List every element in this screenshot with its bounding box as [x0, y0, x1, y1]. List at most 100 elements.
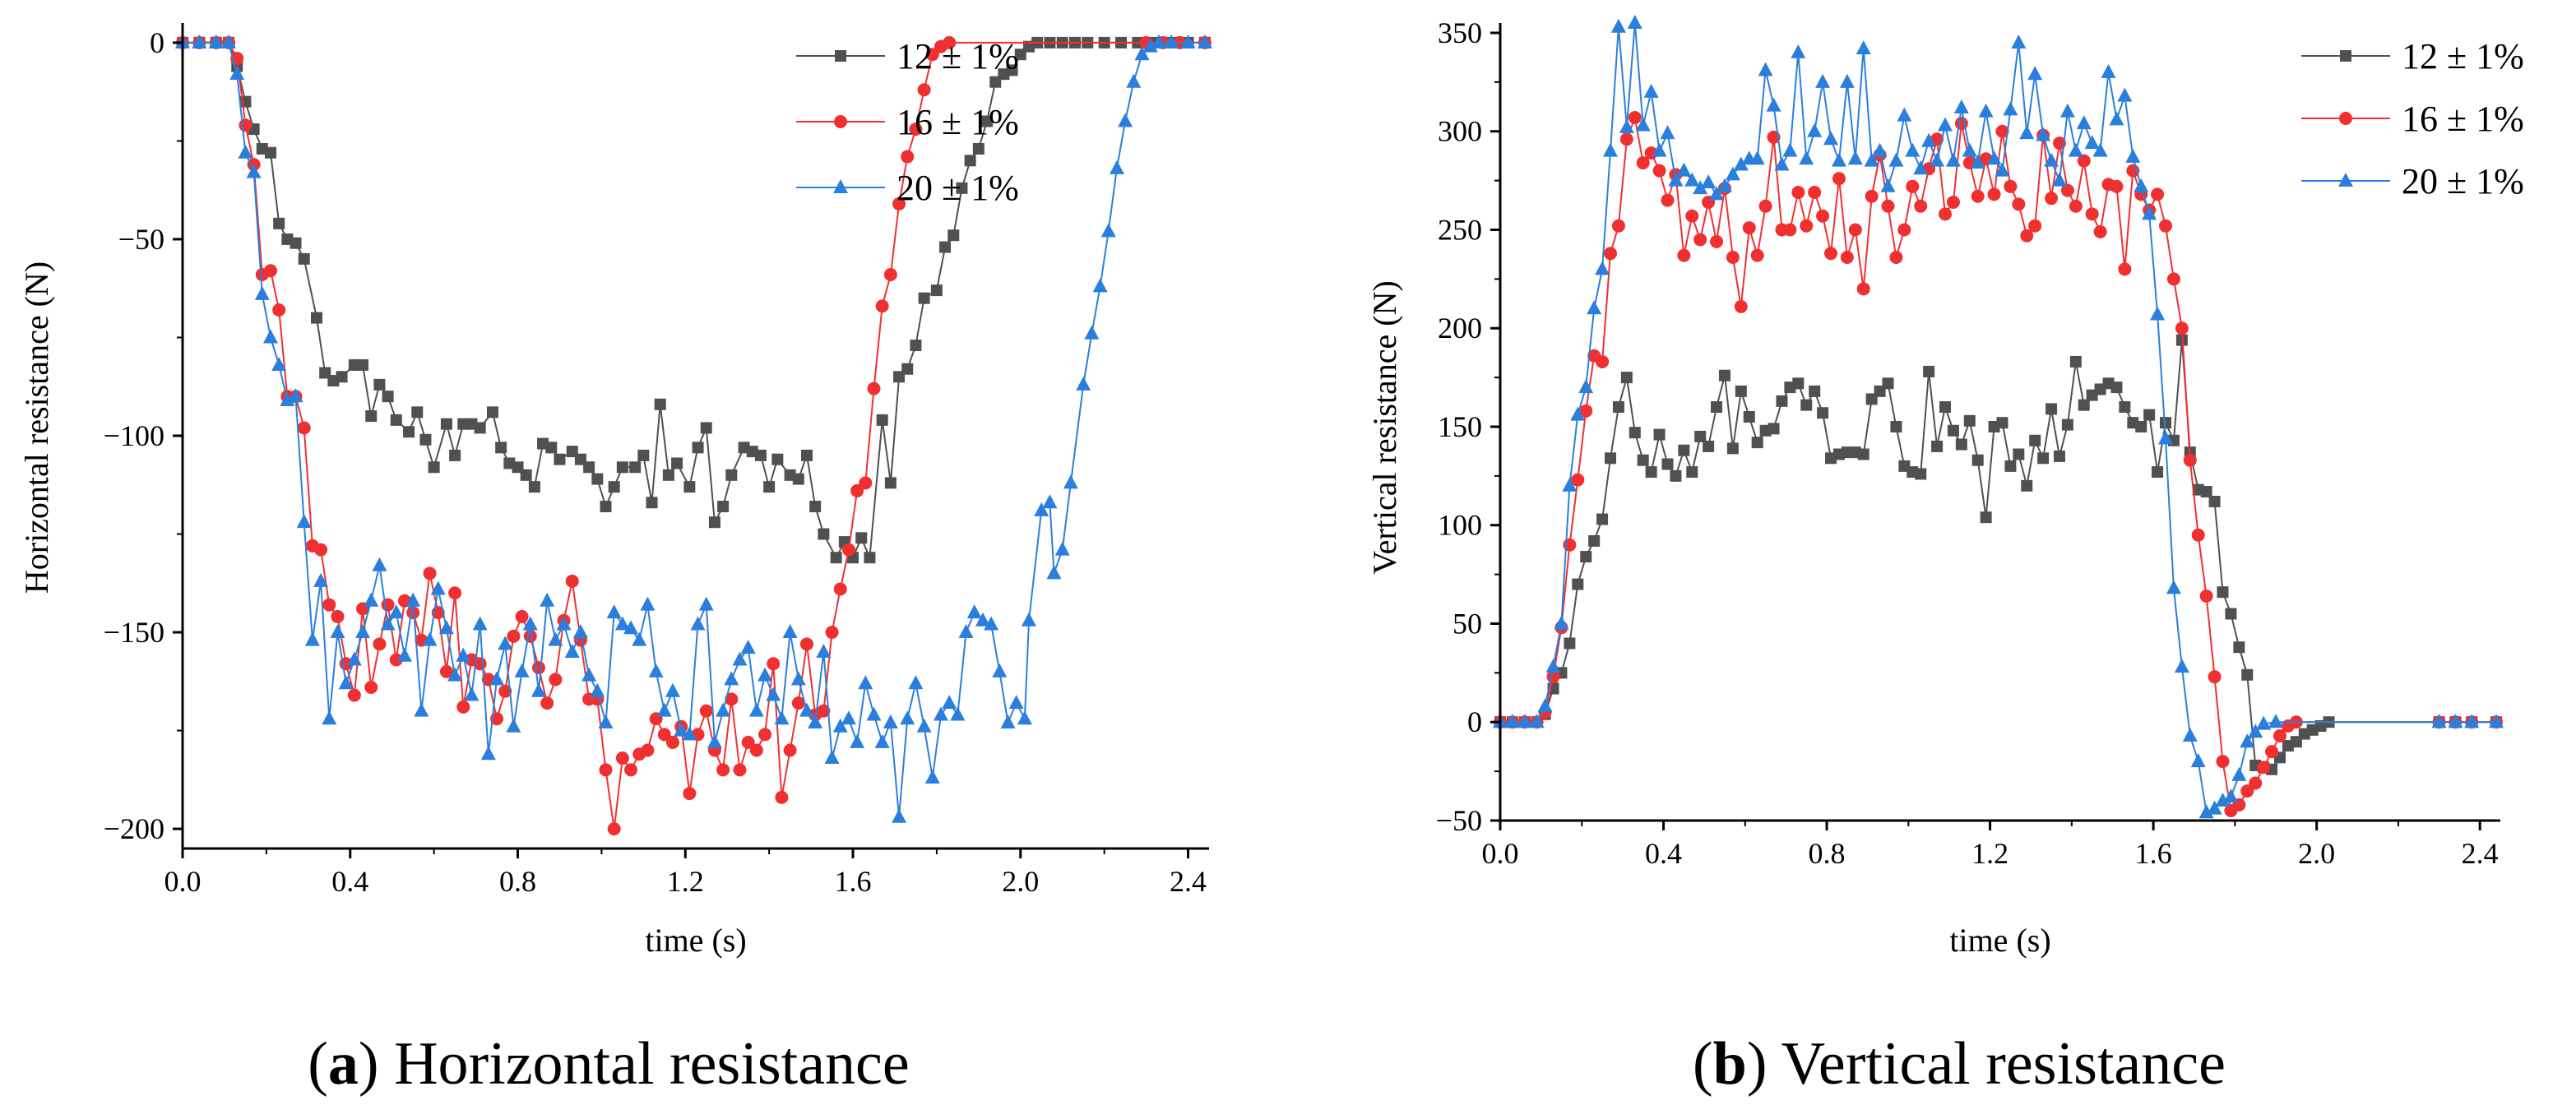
- panel-a-series-3-point: [1017, 710, 1032, 725]
- panel-b-series-3-point: [1986, 150, 2002, 165]
- panel-a-series-1-point: [382, 391, 394, 403]
- panel-b-series-2-point: [1693, 233, 1707, 247]
- panel-b-ticks: 0.0 0.4 0.8 1.2 1.6 2.0 2.4 −50 0 50 100 150 200 250 3…: [1436, 16, 2499, 870]
- panel-a-series-3-point: [346, 651, 362, 666]
- panel-a-series-2-point: [565, 574, 579, 588]
- panel-a-series-3-point: [1008, 695, 1024, 710]
- panel-a-series-1-point: [725, 469, 738, 481]
- panel-b-series-2-point: [2166, 272, 2180, 286]
- panel-a-series-2-point: [791, 696, 805, 710]
- panel-b-series-3-point: [1962, 142, 1977, 157]
- panel-a-series-2-point: [665, 735, 679, 749]
- panel-b-x-tick-label: 2.4: [2462, 837, 2499, 870]
- panel-b-series-3-point: [1725, 166, 1740, 181]
- panel-a-series-3-point: [364, 592, 379, 607]
- panel-b-y-tick-label: 150: [1438, 410, 1482, 443]
- panel-a-series-2-point: [850, 483, 864, 497]
- panel-a-series-1-point: [486, 406, 498, 418]
- panel-b-series-1-point: [1703, 440, 1715, 452]
- panel-b-series-2-point: [1889, 251, 1903, 265]
- panel-b-caption-letter: b: [1713, 1030, 1747, 1098]
- panel-b-series-2-point: [1710, 234, 1724, 248]
- panel-a-series-3-point: [322, 710, 337, 725]
- panel-b-series-3-point: [1504, 714, 1520, 728]
- panel-b-series-2-point: [2216, 755, 2230, 769]
- panel-b-series-3-point: [1799, 150, 1814, 165]
- panel-a-series-1-point: [972, 142, 985, 155]
- panel-a-series-1-point: [671, 457, 683, 469]
- panel-b-series-1-point: [1620, 372, 1633, 384]
- panel-a-series-3-point: [556, 616, 572, 631]
- panel-a-series-3-point: [208, 34, 224, 49]
- panel-a-series-2-point: [364, 680, 378, 694]
- panel-b-series-3-point: [1578, 379, 1594, 394]
- panel-a-series-1-point: [939, 241, 952, 253]
- panel-b-x-tick-label: 0.4: [1645, 837, 1682, 870]
- panel-a-series-3-point: [900, 710, 915, 725]
- panel-b-series-3-point: [1758, 62, 1773, 76]
- panel-b-series-2-point: [2118, 262, 2132, 276]
- panel-b-series-1-point: [1800, 399, 1813, 411]
- panel-a-series-1-point: [390, 414, 402, 426]
- panel-b-series-3-point: [1791, 44, 1806, 58]
- panel-a-legend-item-2: 16 ± 1%: [796, 102, 1019, 142]
- panel-a-series-1-point: [910, 340, 922, 352]
- panel-b-series-1-point: [1711, 401, 1723, 414]
- panel-b-series-3-point: [1921, 132, 1937, 147]
- panel-a-series-1-point: [357, 358, 369, 371]
- panel-a-series-1-point: [583, 461, 595, 474]
- panel-a-series-2-point: [331, 609, 345, 623]
- panel-b-x-tick-label: 2.0: [2298, 837, 2335, 870]
- panel-b-series-1-point: [1939, 401, 1951, 414]
- panel-a-x-tick-label: 0.0: [164, 865, 202, 898]
- panel-a-series-3-point: [908, 675, 924, 690]
- panel-a-series-1-point: [290, 237, 302, 249]
- panel-b-series-3-point: [1774, 156, 1790, 171]
- panel-a-series-3-point: [238, 144, 253, 159]
- panel-a-series-3-point: [933, 706, 948, 721]
- panel-b-series-3-point: [1945, 152, 1961, 167]
- panel-a-series-3-point: [874, 733, 890, 748]
- panel-a-series-3-point: [774, 710, 790, 725]
- panel-b-series-3-point: [2084, 135, 2100, 150]
- panel-a-series-3-point: [632, 631, 647, 646]
- panel-a-series-3-point: [330, 624, 345, 639]
- panel-a-series-2-point: [883, 267, 897, 281]
- panel-a-series-3-point: [950, 706, 966, 721]
- panel-a-series-1-point: [600, 501, 612, 513]
- panel-a-series-2-point: [892, 197, 906, 210]
- panel-b-series-2-point: [2028, 219, 2042, 233]
- panel-a-series-2-point: [716, 763, 730, 777]
- panel-b-series-3-point: [2109, 111, 2124, 126]
- panel-a-series-1-point: [1006, 64, 1018, 76]
- panel-a-series-3-point: [506, 718, 521, 733]
- panel-a-series-1-point: [616, 461, 628, 474]
- panel-a-series-1-point: [365, 410, 378, 423]
- panel-a-series-1-point: [428, 461, 440, 474]
- panel-b-legend-item-3: 20 ± 1%: [2301, 161, 2524, 201]
- panel-a-series-3-point: [716, 702, 731, 717]
- panel-a-series-3-point: [740, 640, 756, 654]
- panel-a-series-3-point: [1164, 34, 1179, 49]
- panel-a-series-3-point: [355, 624, 371, 639]
- panel-b-series-3-point: [1995, 162, 2010, 177]
- panel-b-series-3-point: [1693, 180, 1708, 195]
- panel-b-series-2-point: [1571, 473, 1585, 487]
- panel-b-legend-label: 16 ± 1%: [2402, 99, 2524, 139]
- panel-b-series-3-point: [1782, 142, 1798, 157]
- panel-a-series-1-point: [545, 442, 558, 454]
- panel-b-y-tick-label: 0: [1467, 705, 1482, 738]
- panel-a-series-3-point: [447, 667, 463, 682]
- panel-b-series-1-point: [2021, 479, 2033, 492]
- panel-a-series-3-point: [522, 616, 538, 631]
- panel-a-series-1-point: [654, 398, 666, 410]
- panel-a-series-3: [175, 34, 1212, 823]
- panel-a-series-3-point: [380, 616, 396, 631]
- panel-b-series-2-point: [2151, 187, 2165, 201]
- panel-a-series-1: [177, 36, 1211, 564]
- panel-a-series-3-point: [581, 667, 597, 682]
- panel-a-series-3-point: [280, 391, 295, 406]
- panel-a-series-3-point: [808, 714, 823, 729]
- panel-b-series-2-point: [1881, 199, 1895, 213]
- panel-a-series-3-point: [606, 604, 622, 619]
